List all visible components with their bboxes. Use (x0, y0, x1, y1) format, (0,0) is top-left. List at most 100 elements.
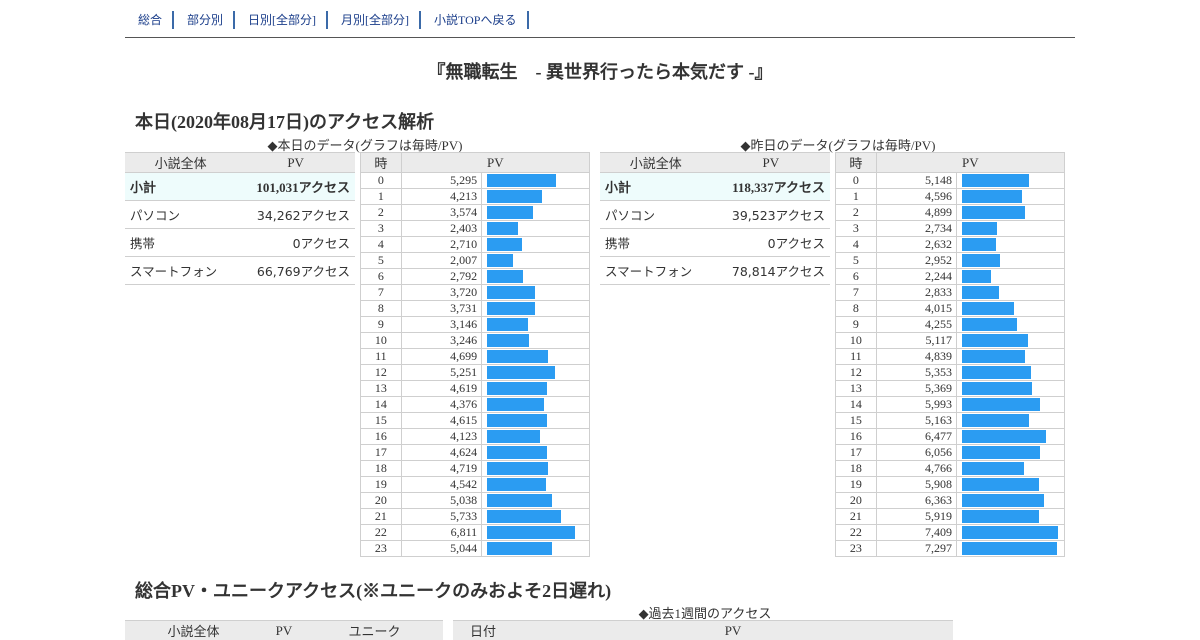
col-header: PV (513, 621, 953, 640)
pv-bar (962, 382, 1032, 395)
pv-bar (487, 270, 523, 283)
nav-link-monthly[interactable]: 月別[全部分] (328, 11, 421, 29)
nav-link-bubun[interactable]: 部分別 (174, 11, 235, 29)
pv-cell: 2,244 (876, 269, 956, 285)
bar-cell (482, 317, 590, 333)
col-header: PV (262, 621, 306, 640)
bar-cell (957, 429, 1065, 445)
bar-cell (957, 509, 1065, 525)
pv-bar (962, 190, 1022, 203)
hour-cell: 21 (836, 509, 877, 525)
col-header: PV (236, 153, 355, 173)
nav-link-daily[interactable]: 日別[全部分] (235, 11, 328, 29)
hour-cell: 2 (836, 205, 877, 221)
pv-bar (962, 270, 991, 283)
bar-cell (957, 349, 1065, 365)
hour-cell: 10 (361, 333, 402, 349)
pv-bar (962, 286, 999, 299)
hour-cell: 5 (836, 253, 877, 269)
hour-cell: 15 (361, 413, 402, 429)
hour-cell: 21 (361, 509, 402, 525)
hour-cell: 9 (836, 317, 877, 333)
pv-cell: 5,038 (401, 493, 481, 509)
hour-cell: 1 (836, 189, 877, 205)
hour-cell: 11 (361, 349, 402, 365)
hour-cell: 19 (361, 477, 402, 493)
hour-cell: 16 (836, 429, 877, 445)
pv-cell: 3,720 (401, 285, 481, 301)
pv-bar (487, 366, 555, 379)
today-access-heading: 本日(2020年08月17日)のアクセス解析 (135, 108, 434, 134)
pv-cell: 5,353 (876, 365, 956, 381)
hour-cell: 6 (836, 269, 877, 285)
device-label: 携帯 (125, 229, 236, 257)
hour-cell: 18 (836, 461, 877, 477)
device-label: パソコン (125, 201, 236, 229)
bar-cell (957, 381, 1065, 397)
hour-cell: 23 (361, 541, 402, 557)
pv-bar (487, 494, 552, 507)
nav-link-novel-top[interactable]: 小説TOPへ戻る (421, 11, 528, 29)
hour-cell: 7 (836, 285, 877, 301)
device-label: パソコン (600, 201, 712, 229)
hour-cell: 18 (361, 461, 402, 477)
col-header: ユニーク (306, 621, 443, 640)
access-count: 66,769アクセス (236, 257, 355, 285)
pv-cell: 4,899 (876, 205, 956, 221)
pv-bar (962, 526, 1058, 539)
pv-bar (487, 334, 529, 347)
access-count: 34,262アクセス (236, 201, 355, 229)
bar-cell (482, 541, 590, 557)
pv-cell: 5,369 (876, 381, 956, 397)
pv-bar (962, 510, 1039, 523)
pv-bar (962, 222, 997, 235)
bar-cell (482, 349, 590, 365)
pv-bar (487, 478, 546, 491)
hour-cell: 22 (836, 525, 877, 541)
hour-cell: 14 (361, 397, 402, 413)
hour-cell: 20 (361, 493, 402, 509)
pv-bar (962, 334, 1028, 347)
pv-cell: 4,255 (876, 317, 956, 333)
pv-cell: 2,403 (401, 221, 481, 237)
bar-cell (957, 221, 1065, 237)
pv-bar (962, 478, 1039, 491)
nav-link-sogo[interactable]: 総合 (125, 11, 174, 29)
bar-cell (957, 413, 1065, 429)
bar-cell (957, 333, 1065, 349)
access-count: 78,814アクセス (712, 257, 830, 285)
hour-cell: 17 (361, 445, 402, 461)
pv-bar (962, 366, 1031, 379)
pv-cell: 4,376 (401, 397, 481, 413)
hour-cell: 15 (836, 413, 877, 429)
hour-cell: 16 (361, 429, 402, 445)
pv-cell: 6,477 (876, 429, 956, 445)
bar-cell (482, 253, 590, 269)
col-header: PV (401, 153, 589, 173)
pv-cell: 5,993 (876, 397, 956, 413)
bar-cell (957, 445, 1065, 461)
hour-cell: 2 (361, 205, 402, 221)
pv-bar (487, 462, 548, 475)
col-header: 時 (361, 153, 402, 173)
hour-cell: 0 (836, 173, 877, 189)
